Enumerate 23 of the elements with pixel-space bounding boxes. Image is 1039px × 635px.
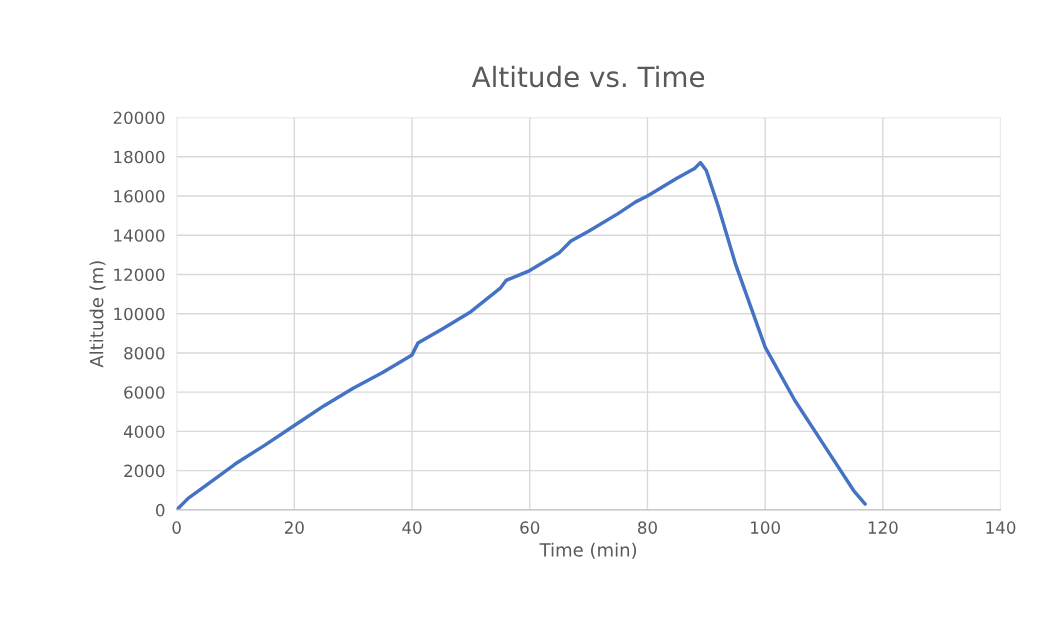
x-tick-label: 80 (637, 521, 657, 534)
x-tick-label: 40 (402, 521, 422, 534)
y-tick-label: 8000 (124, 346, 165, 360)
chart-title: Altitude vs. Time (471, 65, 705, 88)
x-axis-title: Time (min) (539, 542, 637, 559)
x-tick-label: 120 (868, 521, 898, 534)
x-tick-label: 0 (172, 521, 181, 534)
y-tick-label: 16000 (114, 189, 165, 203)
y-tick-label: 0 (156, 503, 165, 517)
y-axis-title: Altitude (m) (89, 261, 106, 368)
y-tick-label: 2000 (124, 464, 165, 478)
y-tick-label: 18000 (114, 150, 165, 164)
y-tick-label: 10000 (114, 307, 165, 321)
y-tick-label: 14000 (114, 229, 165, 242)
y-tick-label: 6000 (124, 386, 165, 399)
y-tick-label: 12000 (114, 268, 165, 282)
x-tick-label: 20 (284, 521, 304, 534)
x-tick-label: 60 (520, 521, 540, 534)
y-tick-label: 20000 (113, 111, 165, 125)
line-series (176, 160, 867, 510)
x-tick-label: 140 (986, 521, 1016, 534)
y-tick-label: 4000 (123, 425, 165, 438)
x-tick-label: 100 (751, 521, 780, 534)
